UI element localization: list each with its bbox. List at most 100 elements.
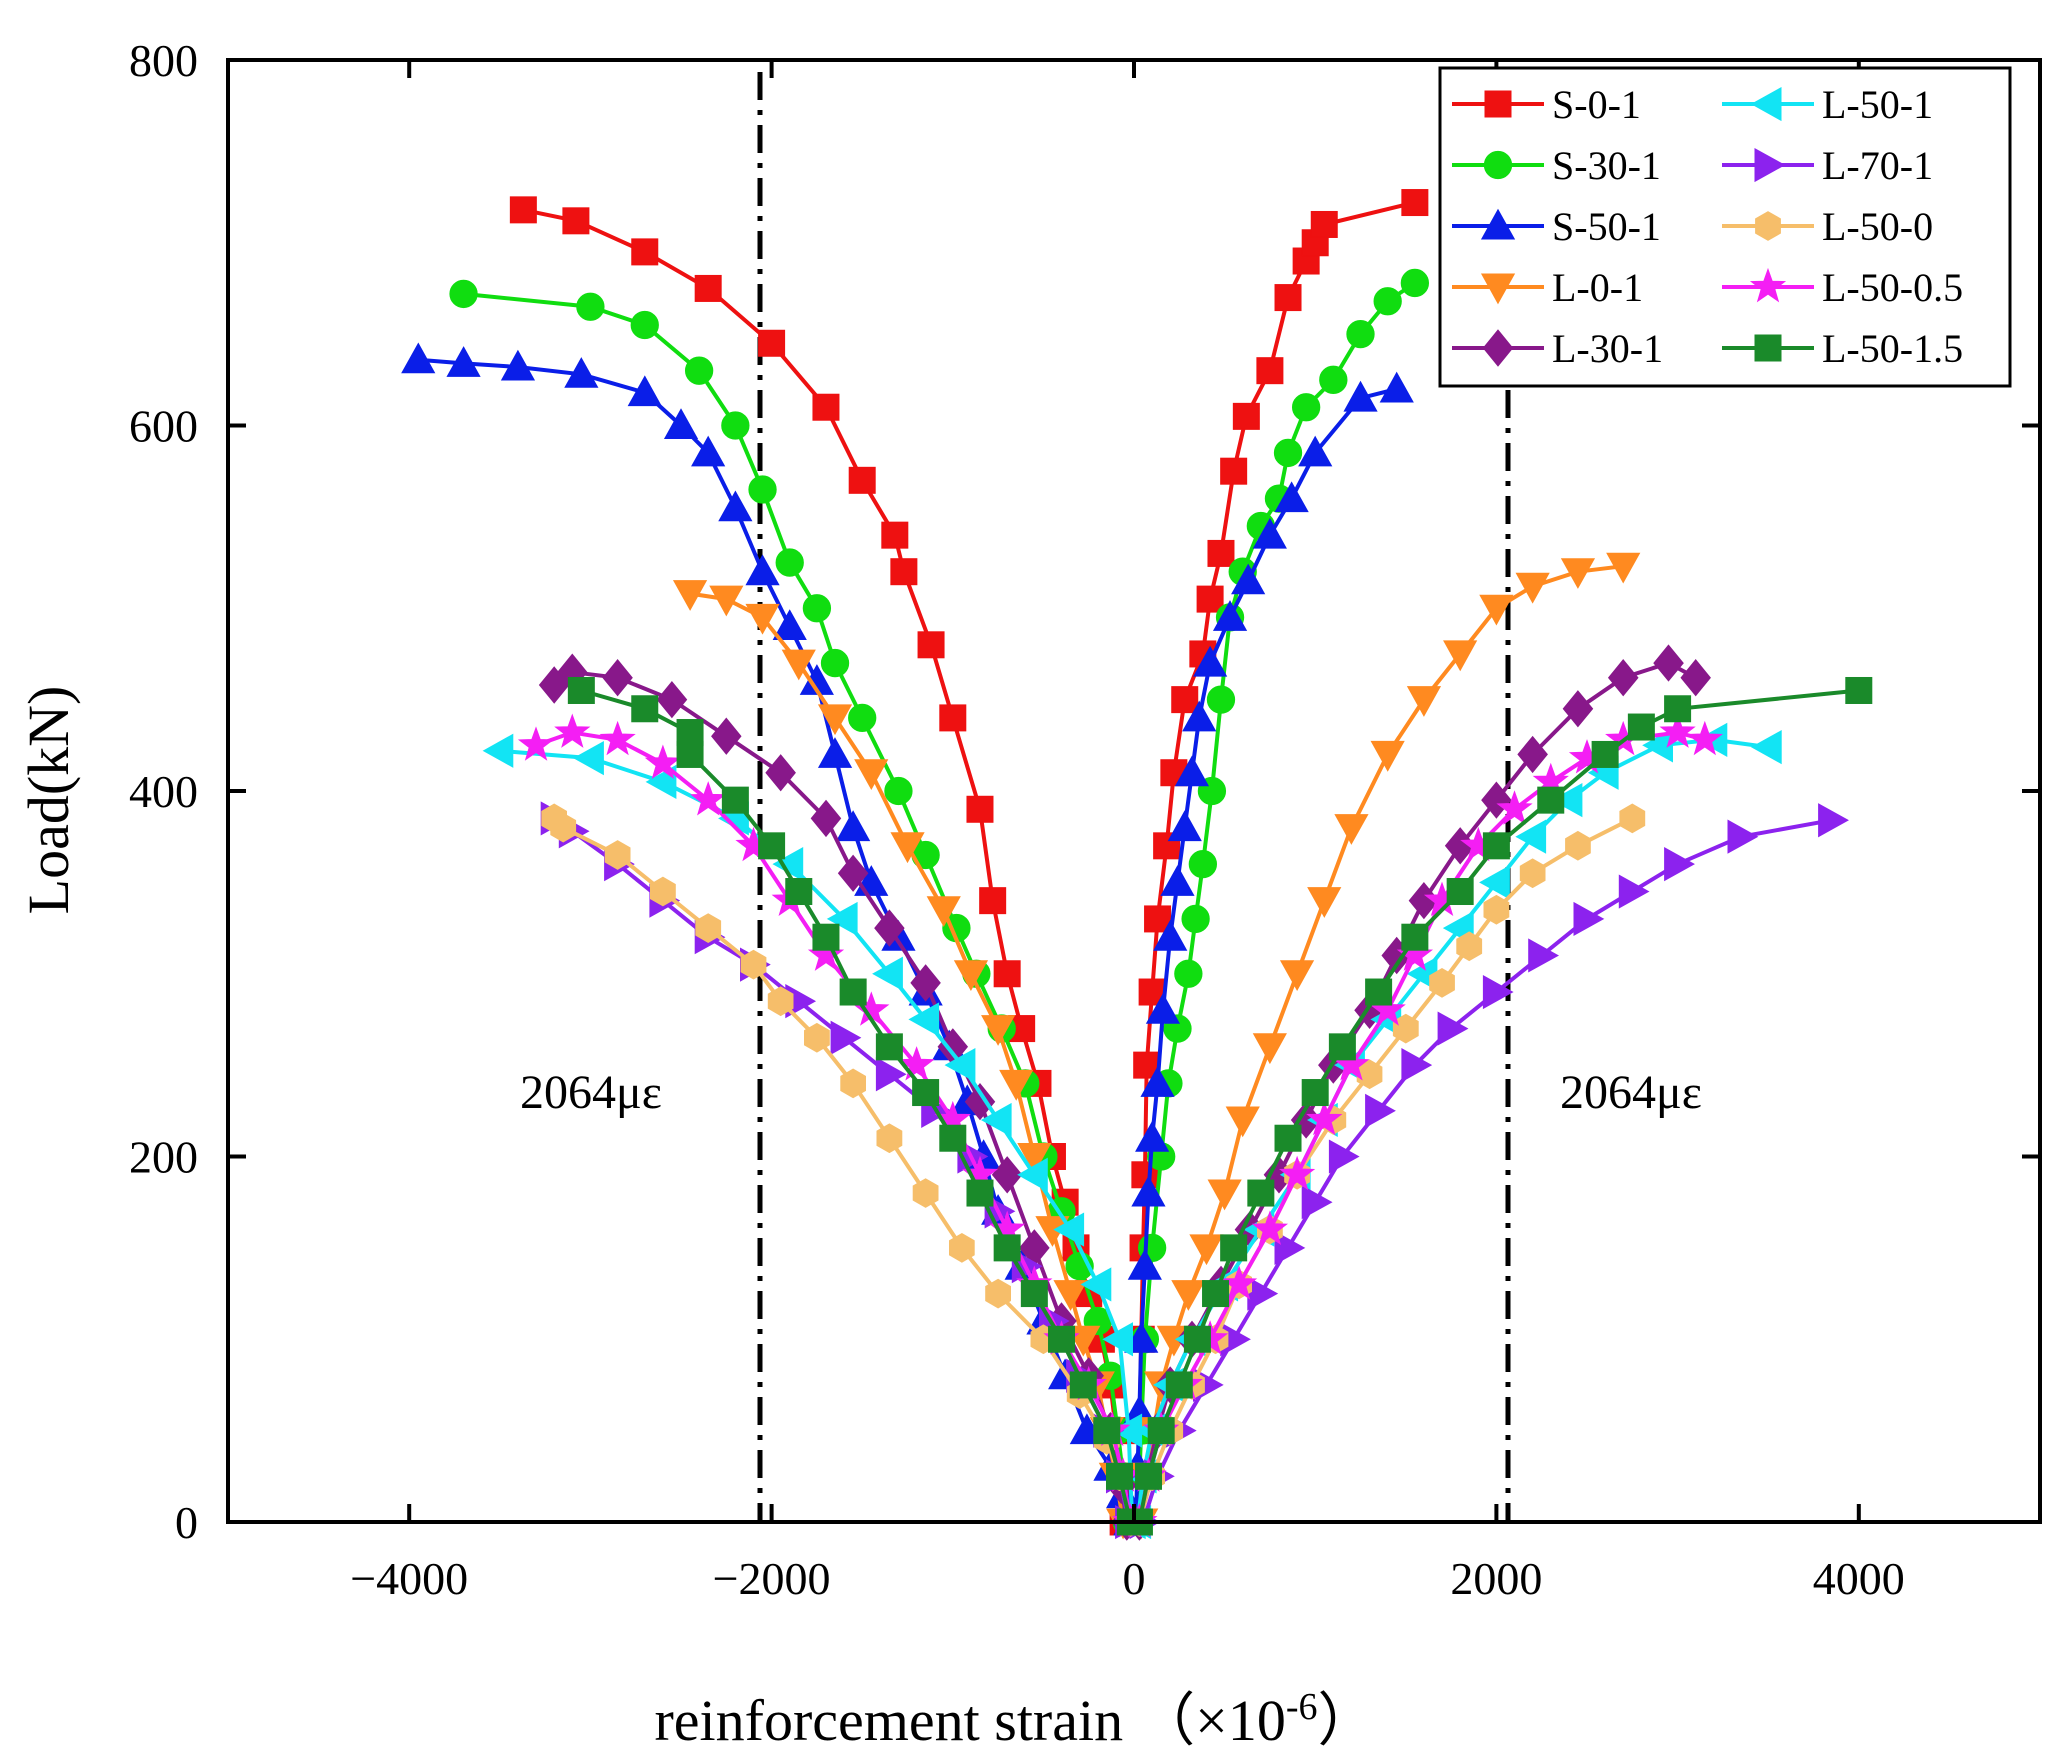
legend-marker-L-50-0 xyxy=(1755,211,1781,241)
data-point-L-50-0.5-neg-14 xyxy=(690,781,727,816)
legend-marker-S-50-1 xyxy=(1480,208,1516,240)
legend-label-L-50-1: L-50-1 xyxy=(1822,82,1933,127)
data-point-L-50-1.5-pos-2 xyxy=(1147,1417,1175,1445)
data-point-L-30-1-neg-12 xyxy=(810,799,842,838)
data-point-L-70-1-pos-12 xyxy=(1482,974,1514,1010)
legend-label-L-70-1: L-70-1 xyxy=(1822,143,1933,188)
yield-label-right: 2064με xyxy=(1560,1066,1702,1119)
data-point-L-50-0.5-pos-14 xyxy=(1496,790,1533,825)
data-point-L-70-1-pos-17 xyxy=(1727,819,1759,854)
legend-label-L-50-0.5: L-50-0.5 xyxy=(1822,265,1963,310)
data-point-L-0-1-pos-6 xyxy=(1189,1234,1224,1266)
data-point-L-50-0.5-pos-6 xyxy=(1251,1210,1289,1245)
data-point-L-50-1-neg-14 xyxy=(573,741,604,776)
data-point-L-70-1-pos-15 xyxy=(1618,874,1650,909)
data-point-L-0-1-pos-11 xyxy=(1307,887,1342,918)
data-point-S-0-1-pos-21 xyxy=(1401,189,1429,217)
data-point-L-30-1-pos-19 xyxy=(1680,659,1711,697)
x-tick-label-3: 2000 xyxy=(1450,1553,1542,1604)
data-point-L-0-1-neg-7 xyxy=(1017,1143,1052,1174)
data-point-L-70-1-pos-13 xyxy=(1528,938,1560,973)
data-point-L-30-1-pos-16 xyxy=(1562,690,1594,728)
legend-label-L-50-0: L-50-0 xyxy=(1822,204,1933,249)
data-point-S-50-1-pos-10 xyxy=(1160,865,1195,896)
data-point-S-30-1-pos-16 xyxy=(1273,438,1303,468)
data-point-L-50-1.5-neg-14 xyxy=(758,832,786,860)
legend-marker-L-50-1 xyxy=(1750,86,1782,122)
x-axis-title-paren-open: （×10 xyxy=(1137,1688,1286,1752)
data-point-S-0-1-pos-14 xyxy=(1220,457,1248,485)
data-point-L-50-1.5-pos-15 xyxy=(1537,786,1565,814)
series-group xyxy=(401,189,1873,1541)
data-point-L-50-1-neg-15 xyxy=(482,733,514,768)
data-point-L-50-1.5-neg-13 xyxy=(785,878,813,906)
series-line-S-50-1-neg xyxy=(418,357,1133,1523)
data-point-L-70-1-pos-18 xyxy=(1818,803,1849,838)
series-line-L-50-0.5-pos xyxy=(1137,730,1706,1523)
data-point-L-30-1-pos-18 xyxy=(1653,644,1684,682)
data-point-S-50-1-neg-23 xyxy=(564,357,599,388)
data-point-S-50-1-pos-3 xyxy=(1124,1321,1159,1353)
data-point-L-50-1-neg-9 xyxy=(872,956,903,991)
legend-marker-L-50-1.5 xyxy=(1754,334,1782,362)
series-L-50-1.5 xyxy=(567,676,1873,1536)
data-point-S-30-1-neg-14 xyxy=(848,703,877,733)
data-point-L-70-1-pos-6 xyxy=(1274,1230,1306,1265)
data-point-S-50-1-pos-7 xyxy=(1140,1066,1175,1097)
data-point-L-0-1-neg-16 xyxy=(745,603,780,635)
data-point-L-0-1-pos-7 xyxy=(1207,1179,1242,1211)
data-point-S-50-1-pos-4 xyxy=(1127,1248,1162,1280)
data-point-S-50-1-pos-11 xyxy=(1167,810,1202,842)
data-point-S-50-1-neg-14 xyxy=(836,810,871,842)
data-point-L-50-1-pos-15 xyxy=(1551,783,1583,818)
data-point-S-0-1-pos-16 xyxy=(1256,357,1284,385)
legend-marker-S-0-1 xyxy=(1484,90,1512,118)
data-point-L-70-1-neg-9 xyxy=(875,1057,907,1092)
legend-label-S-0-1: S-0-1 xyxy=(1552,82,1641,127)
data-point-L-50-1.5-neg-11 xyxy=(839,978,867,1006)
legend-label-L-50-1.5: L-50-1.5 xyxy=(1822,326,1963,371)
data-point-L-70-1-pos-8 xyxy=(1328,1139,1360,1174)
data-point-S-30-1-pos-17 xyxy=(1291,393,1321,422)
data-point-L-30-1-neg-16 xyxy=(602,659,633,697)
data-point-L-0-1-pos-17 xyxy=(1515,572,1550,604)
data-point-L-70-1-pos-16 xyxy=(1664,847,1695,882)
data-point-L-50-0-neg-7 xyxy=(912,1178,939,1208)
data-point-L-50-1.5-pos-14 xyxy=(1482,832,1510,860)
series-line-S-50-1-pos xyxy=(1133,387,1398,1523)
data-point-L-50-1-neg-10 xyxy=(826,901,858,937)
data-point-L-50-1.5-pos-19 xyxy=(1845,676,1873,704)
data-point-L-30-1-neg-13 xyxy=(765,754,796,792)
x-tick-label-4: 4000 xyxy=(1813,1553,1905,1604)
data-point-L-0-1-pos-16 xyxy=(1479,594,1514,626)
data-point-L-50-0-neg-5 xyxy=(985,1278,1011,1309)
x-tick-label-0: −4000 xyxy=(350,1553,468,1604)
yield-label-left: 2064με xyxy=(520,1066,662,1119)
data-point-L-50-1.5-pos-13 xyxy=(1446,878,1474,906)
data-point-L-50-1.5-neg-5 xyxy=(1020,1280,1048,1308)
data-point-S-0-1-neg-13 xyxy=(966,795,994,823)
data-point-L-50-1-neg-3 xyxy=(1080,1267,1112,1302)
legend-marker-L-0-1 xyxy=(1480,273,1516,305)
data-point-L-50-1.5-pos-18 xyxy=(1664,695,1692,723)
data-point-L-50-1.5-neg-18 xyxy=(631,695,659,723)
data-point-L-50-1.5-pos-11 xyxy=(1365,978,1393,1006)
data-point-S-0-1-neg-17 xyxy=(881,521,909,549)
legend-marker-L-30-1 xyxy=(1482,329,1514,367)
data-point-S-30-1-pos-7 xyxy=(1174,959,1203,988)
data-point-L-50-0-neg-10 xyxy=(804,1022,830,1053)
data-point-L-0-1-pos-18 xyxy=(1560,558,1596,589)
data-point-S-30-1-neg-19 xyxy=(721,411,750,440)
data-point-S-0-1-pos-15 xyxy=(1232,402,1260,430)
data-point-L-70-1-pos-9 xyxy=(1365,1093,1396,1128)
data-point-S-30-1-pos-8 xyxy=(1181,904,1210,934)
data-point-L-50-1-neg-5 xyxy=(1017,1157,1048,1192)
x-axis-title-main: reinforcement strain xyxy=(654,1688,1123,1752)
data-point-L-50-0-neg-9 xyxy=(840,1068,866,1099)
data-point-L-50-1.5-pos-10 xyxy=(1328,1033,1356,1061)
data-point-L-50-0-neg-8 xyxy=(876,1123,903,1154)
data-point-L-50-0-pos-11 xyxy=(1429,968,1455,998)
data-point-L-50-1-neg-4 xyxy=(1053,1212,1085,1247)
data-point-L-50-1-neg-2 xyxy=(1102,1322,1133,1357)
data-point-S-50-1-neg-22 xyxy=(627,375,662,407)
